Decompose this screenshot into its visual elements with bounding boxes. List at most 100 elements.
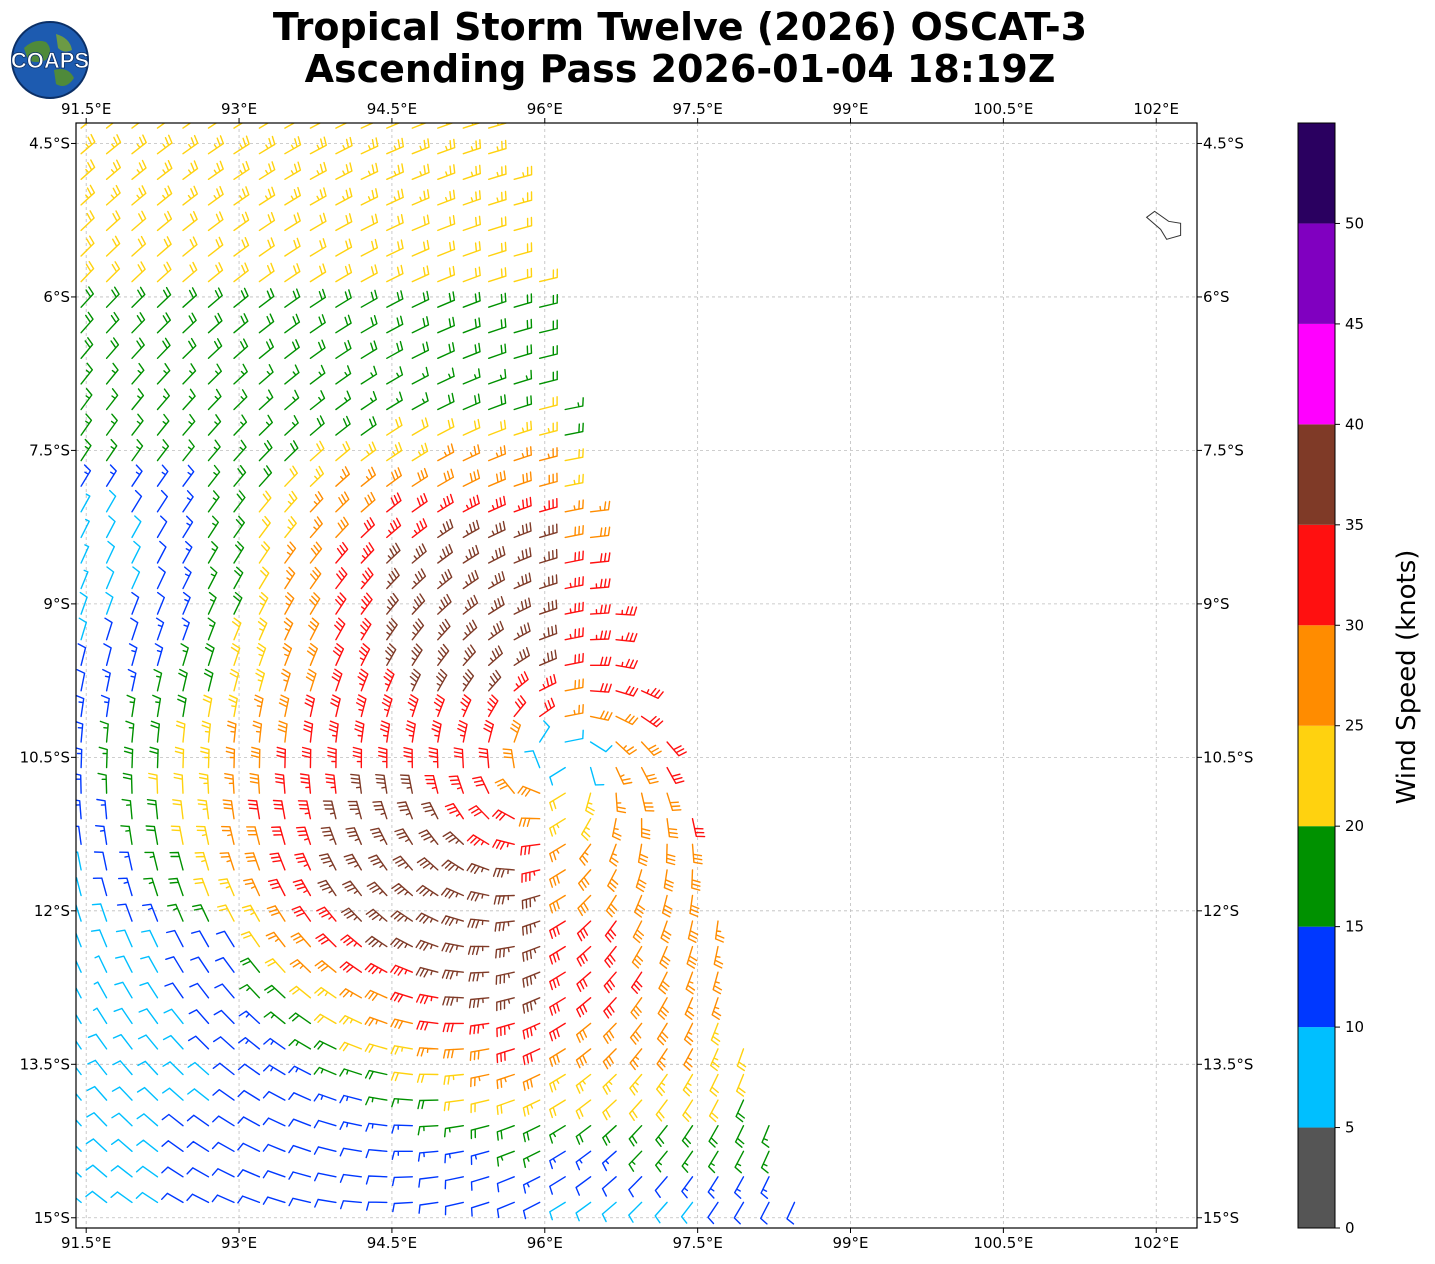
wind-barb — [496, 1176, 515, 1193]
wind-barb — [411, 239, 430, 257]
wind-barb — [105, 489, 117, 513]
wind-barb — [469, 1048, 490, 1061]
wind-barb — [100, 694, 110, 718]
wind-barb — [736, 1048, 747, 1072]
wind-barb — [258, 135, 276, 155]
wind-barb — [76, 773, 82, 794]
lat-label-left: 13.5°S — [20, 1055, 70, 1073]
wind-barb — [564, 448, 584, 462]
wind-barb — [268, 878, 286, 897]
wind-barb — [105, 210, 121, 232]
wind-barb — [436, 668, 448, 692]
wind-barb — [549, 1201, 566, 1221]
wind-barb — [411, 392, 429, 411]
wind-barb — [411, 366, 429, 385]
wind-barb — [396, 801, 413, 820]
wind-barb — [284, 136, 302, 155]
wind-barb — [462, 123, 481, 129]
wind-barb — [156, 185, 173, 206]
wind-barb — [576, 997, 592, 1018]
wind-barb — [407, 694, 419, 718]
wind-barb — [468, 997, 490, 1009]
wind-barb — [444, 1125, 464, 1138]
wind-barb — [182, 540, 193, 564]
wind-barb — [258, 338, 274, 359]
wind-barb — [162, 1034, 184, 1050]
wind-barb — [628, 1125, 643, 1147]
wind-barb — [416, 993, 439, 1005]
wind-barb — [262, 1196, 286, 1205]
wind-barb — [284, 566, 296, 590]
colorbar-bin — [1298, 625, 1335, 726]
wind-barb — [258, 414, 273, 436]
wind-barb — [118, 877, 133, 897]
lat-label-right: 10.5°S — [1203, 748, 1253, 766]
wind-barb — [335, 441, 351, 462]
wind-barb — [405, 720, 416, 743]
wind-barb — [682, 1073, 694, 1097]
wind-barb — [488, 343, 507, 359]
wind-barb — [470, 1201, 490, 1217]
wind-barb — [391, 1176, 413, 1187]
lon-label-top: 97.5°E — [672, 100, 722, 118]
wind-barb — [156, 123, 166, 129]
wind-barb — [360, 315, 378, 334]
wind-barb — [200, 746, 210, 769]
wind-barb — [182, 515, 194, 539]
wind-barb — [110, 1165, 133, 1178]
wind-barb — [391, 883, 413, 897]
wind-barb — [314, 960, 337, 973]
wind-barb — [663, 869, 674, 892]
wind-barb — [284, 364, 300, 385]
land-outline — [1145, 210, 1182, 240]
wind-barb — [488, 241, 507, 257]
wind-barb — [343, 853, 362, 871]
wind-barb — [411, 316, 430, 334]
wind-barb — [258, 161, 276, 180]
wind-barb — [522, 1099, 541, 1117]
wind-barb — [284, 263, 301, 283]
colorbar-bin — [1298, 323, 1335, 425]
wind-barb — [630, 997, 643, 1020]
wind-barb — [339, 1041, 362, 1052]
wind-barb — [221, 825, 235, 845]
wind-barb — [539, 697, 556, 718]
wind-barb — [589, 741, 613, 753]
wind-barb — [309, 541, 323, 564]
wind-barb — [77, 643, 87, 666]
wind-barb — [462, 594, 479, 615]
wind-barb — [549, 1125, 566, 1144]
wind-barb — [131, 261, 146, 283]
wind-barb — [111, 1086, 133, 1101]
wind-barb — [424, 775, 439, 794]
wind-barb — [421, 801, 439, 820]
wind-barb — [462, 418, 481, 436]
wind-barb — [462, 619, 478, 641]
wind-barb — [156, 236, 172, 257]
wind-barb — [284, 465, 298, 487]
colorbar-tick-label: 45 — [1345, 315, 1364, 333]
wind-barb — [513, 496, 532, 513]
wind-barb — [182, 363, 197, 385]
wind-barb — [411, 442, 429, 462]
wind-barb — [655, 1099, 668, 1122]
wind-barb — [182, 134, 199, 155]
wind-barb — [341, 907, 362, 922]
wind-barb — [207, 464, 221, 487]
wind-barb — [390, 1045, 413, 1055]
wind-barb — [760, 1150, 770, 1174]
wind-barb — [188, 1035, 210, 1050]
wind-barb — [135, 1191, 159, 1204]
wind-barb — [513, 369, 533, 385]
wind-barb — [380, 720, 391, 743]
wind-barb — [306, 643, 318, 666]
wind-barb — [360, 617, 372, 641]
colorbar-bin — [1298, 826, 1335, 927]
wind-barb — [708, 1150, 719, 1174]
wind-barb — [116, 903, 133, 922]
wind-barb — [437, 342, 455, 359]
wind-barb — [148, 772, 159, 794]
wind-barb — [564, 652, 584, 666]
wind-barb — [182, 490, 194, 513]
wind-barb — [513, 622, 531, 641]
